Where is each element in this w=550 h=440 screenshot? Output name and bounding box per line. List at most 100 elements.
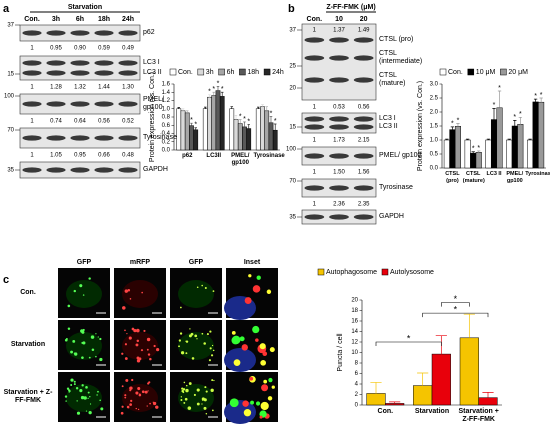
blot-band bbox=[70, 30, 90, 36]
significance-star: * bbox=[519, 111, 522, 118]
x-tick-label: CTSL (pro) bbox=[445, 171, 460, 184]
puncta bbox=[135, 407, 137, 410]
blot-band bbox=[46, 70, 66, 76]
puncta bbox=[99, 399, 101, 402]
blot-band bbox=[329, 153, 349, 159]
significance-star: * bbox=[534, 93, 537, 100]
puncta bbox=[185, 352, 188, 355]
y-tick-label: 0.2 bbox=[162, 139, 171, 145]
image-column-label: GFP bbox=[189, 259, 204, 266]
blot-band bbox=[118, 101, 138, 107]
y-tick-label: 14 bbox=[351, 329, 358, 335]
puncta bbox=[196, 388, 200, 392]
puncta bbox=[203, 406, 207, 410]
puncta bbox=[129, 386, 133, 390]
blot-band bbox=[353, 185, 374, 191]
significance-star: * bbox=[221, 86, 224, 93]
puncta bbox=[211, 379, 214, 382]
puncta bbox=[89, 403, 92, 405]
puncta bbox=[72, 339, 76, 343]
quant-value: 0.53 bbox=[333, 105, 345, 111]
significance-star: * bbox=[212, 86, 215, 93]
puncta bbox=[136, 359, 141, 363]
puncta bbox=[69, 390, 71, 392]
legend-label: 20 μM bbox=[508, 69, 528, 76]
puncta bbox=[97, 390, 99, 393]
puncta bbox=[143, 329, 146, 333]
blot-title: Z-FF-FMK (μM) bbox=[326, 4, 375, 11]
legend-label: Con. bbox=[178, 69, 193, 76]
band-label: LC3 I bbox=[143, 59, 160, 66]
puncta bbox=[95, 333, 97, 335]
puncta bbox=[252, 285, 261, 293]
puncta bbox=[88, 356, 91, 359]
puncta bbox=[205, 412, 208, 415]
bar bbox=[506, 139, 513, 169]
blot-band bbox=[329, 77, 349, 83]
bar bbox=[496, 107, 503, 169]
legend-label: Autophagosome bbox=[326, 269, 377, 276]
puncta bbox=[182, 388, 186, 391]
y-tick-label: 1.0 bbox=[162, 106, 171, 112]
puncta bbox=[239, 336, 245, 342]
blot-band bbox=[353, 124, 374, 130]
band-label: LC3 I bbox=[379, 115, 396, 122]
puncta bbox=[73, 383, 76, 386]
puncta bbox=[66, 387, 70, 390]
puncta bbox=[180, 351, 185, 355]
puncta bbox=[73, 380, 76, 383]
puncta bbox=[141, 390, 145, 394]
error-bar bbox=[477, 150, 481, 153]
error-bar bbox=[450, 126, 455, 130]
puncta bbox=[67, 304, 71, 308]
quant-value: 1.73 bbox=[333, 138, 345, 144]
bar bbox=[459, 337, 479, 406]
blot-band bbox=[94, 101, 114, 107]
legend-label: 6h bbox=[227, 69, 235, 76]
puncta bbox=[243, 409, 252, 417]
panel-label: a bbox=[3, 3, 10, 15]
error-bar bbox=[507, 138, 511, 140]
puncta bbox=[156, 348, 160, 352]
blot-band bbox=[70, 101, 90, 107]
significance-bracket bbox=[441, 302, 470, 307]
error-bar bbox=[539, 97, 543, 103]
quant-value: 0.56 bbox=[98, 119, 110, 125]
band-label: PMEL/ gp100 bbox=[143, 96, 165, 111]
puncta bbox=[149, 357, 152, 361]
blot-band bbox=[22, 135, 42, 141]
bar bbox=[202, 108, 208, 151]
puncta bbox=[213, 379, 215, 382]
quant-value: 2.35 bbox=[358, 202, 370, 208]
significance-star: * bbox=[472, 146, 475, 153]
error-bar bbox=[212, 91, 216, 96]
quant-value: 1.30 bbox=[122, 85, 134, 91]
blot-band bbox=[304, 153, 325, 159]
puncta bbox=[121, 385, 124, 388]
puncta bbox=[73, 289, 76, 293]
bar bbox=[431, 353, 451, 406]
puncta bbox=[65, 400, 67, 402]
puncta bbox=[256, 275, 261, 280]
quant-value: 1.05 bbox=[50, 153, 62, 159]
puncta bbox=[83, 396, 87, 400]
puncta bbox=[99, 337, 102, 341]
puncta bbox=[135, 391, 139, 395]
puncta bbox=[82, 341, 86, 345]
bar bbox=[268, 122, 274, 151]
error-bar bbox=[203, 106, 207, 109]
blot-band bbox=[22, 101, 42, 107]
blot-band bbox=[46, 135, 66, 141]
nucleus bbox=[224, 348, 256, 372]
y-tick-label: 1.0 bbox=[430, 138, 439, 144]
puncta bbox=[191, 357, 195, 360]
blot-band bbox=[118, 30, 138, 36]
significance-star: * bbox=[454, 294, 458, 304]
bar bbox=[255, 108, 261, 151]
error-bar bbox=[497, 90, 502, 108]
quant-value: 1 bbox=[313, 138, 317, 144]
image-row-label: Starvation bbox=[10, 341, 46, 348]
puncta bbox=[211, 344, 214, 347]
puncta bbox=[138, 393, 142, 397]
